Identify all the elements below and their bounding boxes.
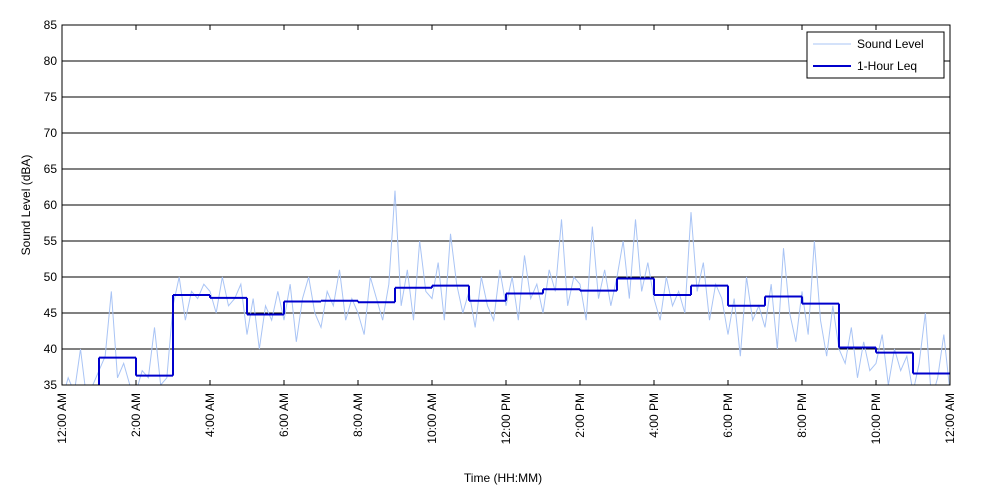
y-tick-label: 65 [44, 162, 58, 176]
x-tick-label: 6:00 PM [721, 393, 735, 438]
y-tick-label: 35 [44, 378, 58, 392]
x-tick-label: 12:00 AM [943, 393, 957, 444]
y-tick-label: 75 [44, 90, 58, 104]
series-line [65, 190, 950, 385]
y-axis-label: Sound Level (dBA) [19, 155, 33, 256]
legend-label: 1-Hour Leq [857, 59, 917, 73]
y-tick-label: 40 [44, 342, 58, 356]
y-tick-label: 70 [44, 126, 58, 140]
x-tick-label: 6:00 AM [277, 393, 291, 437]
legend-label: Sound Level [857, 37, 924, 51]
plot-frame [61, 24, 951, 386]
x-tick-label: 2:00 PM [573, 393, 587, 438]
plot-area [65, 190, 950, 385]
x-tick-label: 4:00 PM [647, 393, 661, 438]
x-tick-label: 12:00 PM [499, 393, 513, 444]
y-tick-label: 80 [44, 54, 58, 68]
y-tick-label: 50 [44, 270, 58, 284]
legend-box [806, 31, 945, 79]
x-tick-label: 10:00 AM [425, 393, 439, 444]
y-tick-label: 85 [44, 18, 58, 32]
y-tick-label: 60 [44, 198, 58, 212]
y-tick-label: 55 [44, 234, 58, 248]
x-tick-label: 8:00 AM [351, 393, 365, 437]
x-tick-label: 12:00 AM [55, 393, 69, 444]
x-tick-label: 10:00 PM [869, 393, 883, 444]
x-tick-label: 8:00 PM [795, 393, 809, 438]
x-tick-label: 4:00 AM [203, 393, 217, 437]
y-tick-label: 45 [44, 306, 58, 320]
x-axis-label: Time (HH:MM) [464, 471, 542, 485]
x-tick-label: 2:00 AM [129, 393, 143, 437]
